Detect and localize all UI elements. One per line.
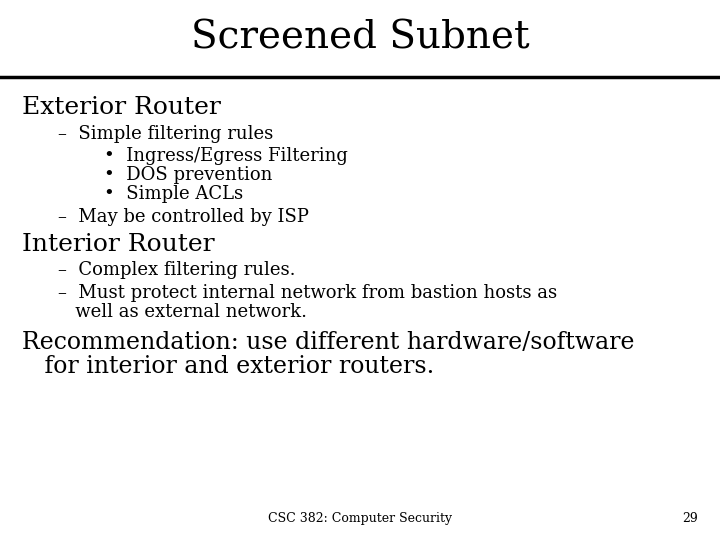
Text: •  Ingress/Egress Filtering: • Ingress/Egress Filtering — [104, 146, 348, 165]
Text: Screened Subnet: Screened Subnet — [191, 19, 529, 56]
Text: •  DOS prevention: • DOS prevention — [104, 166, 273, 184]
Text: –  Simple filtering rules: – Simple filtering rules — [58, 125, 273, 143]
Text: well as external network.: well as external network. — [58, 303, 307, 321]
Text: •  Simple ACLs: • Simple ACLs — [104, 185, 243, 204]
Text: –  Must protect internal network from bastion hosts as: – Must protect internal network from bas… — [58, 284, 557, 302]
Text: for interior and exterior routers.: for interior and exterior routers. — [22, 355, 434, 377]
Text: 29: 29 — [683, 512, 698, 525]
Text: Recommendation: use different hardware/software: Recommendation: use different hardware/s… — [22, 332, 634, 354]
Text: Interior Router: Interior Router — [22, 233, 215, 255]
Text: –  Complex filtering rules.: – Complex filtering rules. — [58, 261, 295, 279]
Text: Exterior Router: Exterior Router — [22, 97, 220, 119]
Text: CSC 382: Computer Security: CSC 382: Computer Security — [268, 512, 452, 525]
Text: –  May be controlled by ISP: – May be controlled by ISP — [58, 208, 308, 226]
